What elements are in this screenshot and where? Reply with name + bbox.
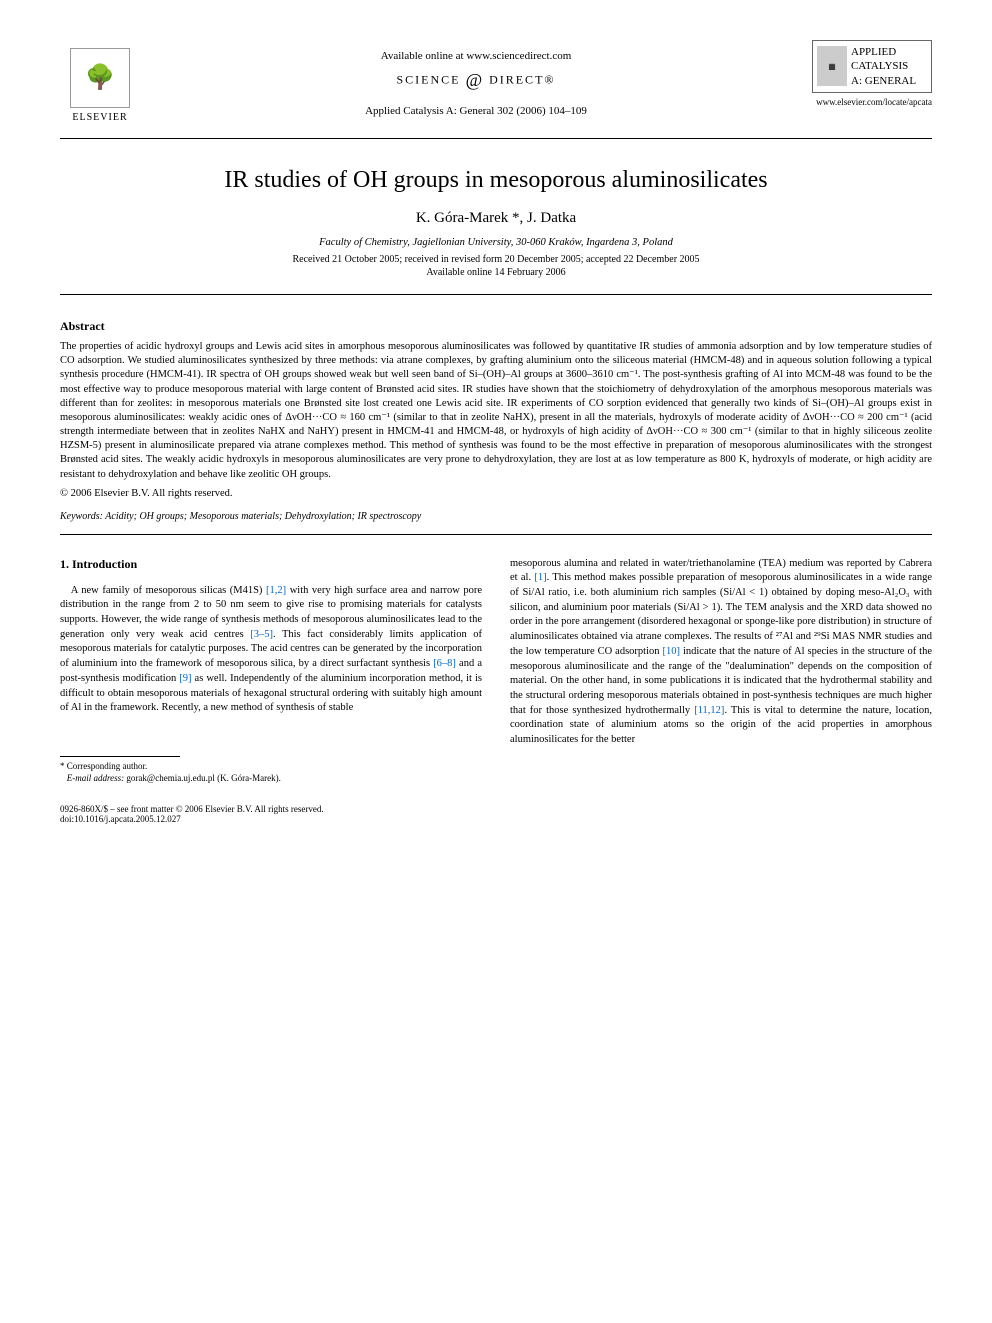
journal-name-line2: CATALYSIS xyxy=(851,59,916,73)
science-direct-at-icon: @ xyxy=(466,70,485,90)
journal-name-line1: APPLIED xyxy=(851,45,916,59)
elsevier-text: ELSEVIER xyxy=(72,112,127,123)
article-title: IR studies of OH groups in mesoporous al… xyxy=(60,167,932,194)
journal-logo-block: ▦ APPLIED CATALYSIS A: GENERAL www.elsev… xyxy=(812,40,932,107)
citation-6-8[interactable]: [6–8] xyxy=(433,658,456,669)
p1-text-a: A new family of mesoporous silicas (M41S… xyxy=(71,585,266,596)
copyright-line: © 2006 Elsevier B.V. All rights reserved… xyxy=(60,488,932,499)
citation-11-12[interactable]: [11,12] xyxy=(694,705,724,716)
center-header: Available online at www.sciencedirect.co… xyxy=(140,40,812,117)
title-rule xyxy=(60,294,932,295)
online-date: Available online 14 February 2006 xyxy=(60,267,932,278)
citation-3-5[interactable]: [3–5] xyxy=(250,629,273,640)
citation-10[interactable]: [10] xyxy=(663,646,681,657)
keywords-line: Keywords: Acidity; OH groups; Mesoporous… xyxy=(60,511,932,522)
science-direct-left: SCIENCE xyxy=(396,72,460,86)
page-header: 🌳 ELSEVIER Available online at www.scien… xyxy=(60,40,932,130)
journal-url: www.elsevier.com/locate/apcata xyxy=(812,97,932,107)
elsevier-tree-icon: 🌳 xyxy=(70,48,130,108)
journal-logo-box: ▦ APPLIED CATALYSIS A: GENERAL xyxy=(812,40,932,93)
elsevier-logo: 🌳 ELSEVIER xyxy=(60,40,140,130)
abstract-section: Abstract The properties of acidic hydrox… xyxy=(60,319,932,499)
citation-1-2[interactable]: [1,2] xyxy=(266,585,286,596)
citation-1b[interactable]: [1] xyxy=(534,572,546,583)
keywords-text: Acidity; OH groups; Mesoporous materials… xyxy=(103,511,421,522)
page-footer: 0926-860X/$ – see front matter © 2006 El… xyxy=(60,804,932,824)
journal-logo-text: APPLIED CATALYSIS A: GENERAL xyxy=(851,45,916,88)
header-rule xyxy=(60,138,932,139)
footnote-separator xyxy=(60,756,180,757)
issn-line: 0926-860X/$ – see front matter © 2006 El… xyxy=(60,804,932,814)
science-direct-logo: SCIENCE @ DIRECT® xyxy=(140,70,812,91)
intro-paragraph-1: A new family of mesoporous silicas (M41S… xyxy=(60,584,482,716)
email-footnote: E-mail address: gorak@chemia.uj.edu.pl (… xyxy=(60,773,482,785)
affiliation: Faculty of Chemistry, Jagiellonian Unive… xyxy=(60,237,932,248)
journal-reference: Applied Catalysis A: General 302 (2006) … xyxy=(140,105,812,117)
email-address: gorak@chemia.uj.edu.pl (K. Góra-Marek). xyxy=(124,773,281,783)
email-label: E-mail address: xyxy=(67,773,124,783)
journal-name-line3: A: GENERAL xyxy=(851,74,916,88)
abstract-heading: Abstract xyxy=(60,319,932,334)
intro-paragraph-1-continued: mesoporous alumina and related in water/… xyxy=(510,557,932,748)
available-online-text: Available online at www.sciencedirect.co… xyxy=(140,50,812,62)
doi-line: doi:10.1016/j.apcata.2005.12.027 xyxy=(60,814,932,824)
abstract-body: The properties of acidic hydroxyl groups… xyxy=(60,340,932,482)
journal-cover-icon: ▦ xyxy=(817,46,847,86)
column-left: 1. Introduction A new family of mesoporo… xyxy=(60,557,482,785)
p2-text-b: . This method makes possible preparation… xyxy=(510,572,932,656)
citation-9[interactable]: [9] xyxy=(179,673,191,684)
authors-text: K. Góra-Marek *, J. Datka xyxy=(416,210,576,226)
keywords-label: Keywords: xyxy=(60,511,103,522)
authors: K. Góra-Marek *, J. Datka xyxy=(60,210,932,227)
keywords-rule xyxy=(60,534,932,535)
corresponding-author-note: * Corresponding author. xyxy=(60,761,482,773)
column-right: mesoporous alumina and related in water/… xyxy=(510,557,932,785)
science-direct-right: DIRECT® xyxy=(489,72,555,86)
introduction-heading: 1. Introduction xyxy=(60,557,482,572)
body-columns: 1. Introduction A new family of mesoporo… xyxy=(60,557,932,785)
received-dates: Received 21 October 2005; received in re… xyxy=(60,254,932,265)
